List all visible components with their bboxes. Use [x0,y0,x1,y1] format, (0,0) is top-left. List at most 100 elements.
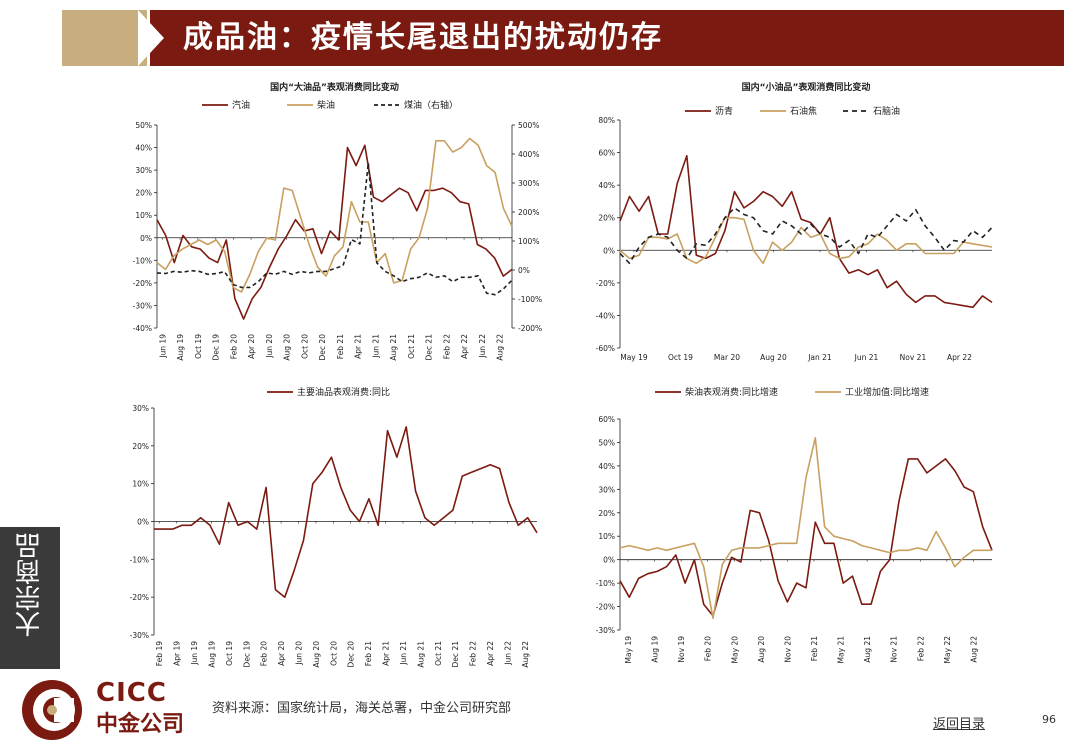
series-line [156,137,513,293]
series-line [619,216,993,265]
y-tick-label: -20% [130,593,149,602]
x-tick-label: Nov 21 [900,353,927,362]
x-tick-label: Aug 20 [757,636,766,663]
x-tick-label: Feb 20 [704,636,713,661]
x-tick-label: Feb 22 [916,636,925,661]
x-tick-label: Jun 21 [371,334,380,359]
x-tick-label: Nov 19 [677,636,686,663]
logo-text-cn: 中金公司 [96,712,185,737]
legend-label: 汽油 [232,99,250,111]
x-tick-label: Oct 20 [329,641,338,666]
x-tick-label: Oct 20 [300,334,309,359]
y2-tick-label: 200% [518,208,539,217]
x-tick-label: Dec 19 [242,641,251,668]
y2-tick-label: 500% [518,121,539,130]
y-tick-label: -30% [133,301,152,310]
source-note: 资料来源：国家统计局，海关总署，中金公司研究部 [212,701,512,716]
x-tick-label: Feb 21 [364,641,373,666]
y-tick-label: -10% [130,555,149,564]
header-bar [150,10,1064,66]
x-tick-label: Dec 21 [451,641,460,668]
legend-label: 石脑油 [873,105,900,117]
y-tick-label: 60% [598,415,615,424]
series-line [156,161,513,296]
y2-tick-label: 400% [518,150,539,159]
y-tick-label: -30% [596,626,615,635]
x-tick-label: Oct 19 [668,353,693,362]
x-tick-label: Aug 20 [312,641,321,668]
y-tick-label: 20% [598,509,615,518]
x-tick-label: Dec 20 [318,334,327,361]
y-tick-label: 30% [135,166,152,175]
page-title: 成品油：疫情长尾退出的扰动仍存 [183,20,663,55]
x-tick-label: Feb 20 [229,334,238,359]
y-tick-label: 60% [598,149,615,158]
legend-label: 石油焦 [790,105,817,117]
x-tick-label: Feb 22 [469,641,478,666]
y2-tick-label: 100% [518,237,539,246]
legend-label: 柴油表观消费:同比增速 [685,386,778,398]
page-number: 96 [1042,713,1056,726]
logo-text-en: CICC [96,678,167,708]
x-tick-label: Feb 20 [260,641,269,666]
x-tick-label: Aug 20 [283,334,292,361]
y-tick-label: 80% [598,116,615,125]
y-tick-label: 20% [598,214,615,223]
y-tick-label: -40% [133,324,152,333]
x-tick-label: Jun 19 [190,641,199,666]
y-tick-label: 30% [132,404,149,413]
x-tick-label: May 21 [837,636,846,664]
y-tick-label: 40% [135,144,152,153]
x-tick-label: Nov 20 [783,636,792,663]
x-tick-label: Apr 22 [947,353,972,362]
legend-label: 主要油品表观消费:同比 [297,386,390,398]
legend-label: 柴油 [317,99,335,111]
series-line [156,144,513,320]
y-tick-label: -30% [130,631,149,640]
series-line [154,426,538,598]
legend-label: 沥青 [715,105,733,117]
x-tick-label: Apr 20 [247,334,256,359]
chart-diesel-vs-industry: 柴油表观消费:同比增速 工业增加值:同比增速 -30% -20% -10% 0% 10% 20… [596,386,993,664]
series-line [619,458,993,617]
x-tick-label: Apr 21 [382,641,391,666]
x-tick-label: Jun 19 [158,334,167,359]
sidebar-label: 大宗商品 [15,533,45,637]
y-tick-label: -20% [596,279,615,288]
x-tick-label: May 19 [620,353,648,362]
x-tick-label: Jun 22 [503,641,512,666]
y-tick-label: -20% [596,603,615,612]
y-tick-label: 0% [603,246,615,255]
y-tick-label: 50% [135,121,152,130]
x-tick-label: Apr 22 [460,334,469,359]
y-tick-label: 20% [132,442,149,451]
x-tick-label: Aug 22 [969,636,978,663]
x-tick-label: Oct 19 [225,641,234,666]
chart-title: 国内“小油品”表观消费同比变动 [742,81,871,93]
x-tick-label: Aug 20 [760,353,787,362]
x-tick-label: May 20 [730,636,739,664]
back-to-contents-link[interactable]: 返回目录 [933,717,986,732]
x-tick-label: Nov 21 [890,636,899,663]
x-tick-label: Aug 21 [863,636,872,663]
y-tick-label: -40% [596,311,615,320]
x-tick-label: Oct 21 [407,334,416,359]
y2-tick-label: 0% [518,266,530,275]
x-tick-label: Dec 21 [425,334,434,361]
series-line [619,207,993,265]
y-tick-label: 0% [137,518,149,527]
x-tick-label: Jan 21 [807,353,832,362]
x-tick-label: Apr 22 [486,641,495,666]
y2-tick-label: -100% [518,295,542,304]
y2-tick-label: -200% [518,324,542,333]
sidebar-section-tab[interactable]: 大宗商品 [0,527,60,669]
x-tick-label: Oct 19 [194,334,203,359]
x-tick-label: Aug 22 [521,641,530,668]
legend-label: 工业增加值:同比增速 [845,386,929,398]
x-tick-label: Feb 19 [155,641,164,666]
x-tick-label: Apr 21 [354,334,363,359]
chart-title: 国内“大油品”表观消费同比变动 [270,81,399,93]
series-line [619,155,993,309]
